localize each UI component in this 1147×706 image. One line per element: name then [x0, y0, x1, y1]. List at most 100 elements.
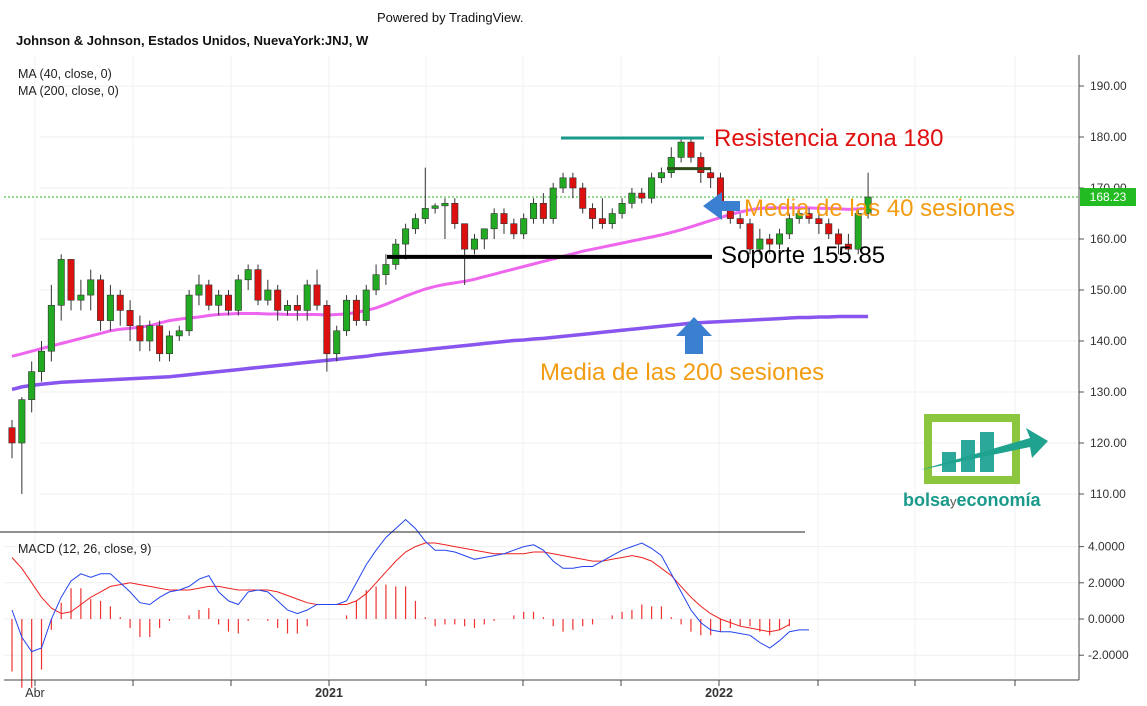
candle-body	[470, 238, 478, 250]
candle-body	[77, 294, 85, 301]
candle-body	[343, 299, 351, 332]
candle-body	[598, 218, 606, 225]
candle-body	[224, 294, 232, 311]
candle-body	[835, 233, 843, 245]
price-tick-label: 110.00	[1090, 487, 1126, 501]
resistance-label: Resistencia zona 180	[714, 125, 943, 152]
candle-body	[195, 284, 203, 296]
candle-body	[766, 238, 774, 245]
price-tick-label: 130.00	[1090, 385, 1127, 399]
price-tick-label: 180.00	[1090, 130, 1127, 144]
arrow-left-icon	[703, 192, 740, 220]
moving-averages	[11, 206, 869, 392]
candle-body	[421, 208, 429, 219]
macd-tick-label: 4.0000	[1088, 540, 1125, 554]
price-tick-label: 140.00	[1090, 334, 1127, 348]
candle-body	[362, 289, 370, 321]
candle-body	[510, 223, 518, 235]
macd-signal-line	[11, 542, 790, 633]
candle-body	[8, 427, 16, 444]
logo-bar	[961, 440, 975, 472]
candle-body	[116, 294, 124, 311]
candle-body	[461, 223, 469, 250]
chart-grid	[4, 55, 1078, 678]
candle-body	[372, 274, 380, 291]
candle-body	[284, 304, 292, 311]
time-tick-label: 2022	[705, 686, 733, 700]
candle-body	[638, 192, 646, 199]
candle-body	[736, 218, 744, 225]
candle-body	[530, 203, 538, 219]
candle-body	[244, 269, 252, 281]
candle-body	[648, 177, 656, 199]
ma40-legend: MA (40, close, 0)	[18, 67, 112, 81]
candle-body	[254, 269, 262, 301]
candle-body	[539, 203, 547, 219]
price-tick-label: 120.00	[1090, 436, 1127, 450]
ma200-legend: MA (200, close, 0)	[18, 84, 119, 98]
candle-body	[106, 294, 114, 321]
candle-body	[677, 141, 685, 158]
candle-body	[854, 213, 862, 250]
candle-body	[38, 350, 46, 372]
candle-body	[352, 299, 360, 321]
candle-body	[500, 213, 508, 224]
candle-body	[136, 325, 144, 342]
candle-body	[234, 279, 242, 311]
candle-body	[18, 399, 26, 444]
chart-title: Johnson & Johnson, Estados Unidos, Nueva…	[16, 33, 369, 48]
candle-body	[313, 284, 321, 306]
candle-body	[441, 203, 449, 207]
macd-tick-label: -2.0000	[1088, 648, 1129, 662]
candle-body	[411, 218, 419, 230]
candle-body	[549, 187, 557, 219]
candle-body	[28, 371, 36, 400]
candle-body	[569, 177, 577, 189]
bolsa-economia-logo: bolsayeconomía	[903, 414, 1048, 510]
candle-body	[451, 203, 459, 225]
candle-body	[402, 228, 410, 245]
powered-by-label: Powered by TradingView.	[377, 10, 523, 25]
logo-wordmark: bolsayeconomía	[903, 490, 1042, 510]
macd-tick-label: 2.0000	[1088, 576, 1125, 590]
ma40-note-label: Media de las 40 sesiones	[744, 195, 1015, 222]
candle-body	[146, 325, 154, 342]
time-tick-label: 2021	[315, 686, 343, 700]
candle-body	[795, 213, 803, 219]
candle-body	[589, 208, 597, 219]
candle-body	[667, 157, 675, 173]
candle-body	[156, 325, 164, 355]
axes: 110.00120.00130.00140.00150.00160.00170.…	[0, 55, 1136, 700]
last-price-label: 168.23	[1090, 190, 1127, 204]
candle-body	[165, 335, 173, 355]
candle-body	[185, 294, 193, 332]
candle-body	[67, 259, 75, 301]
last-price-tag	[1080, 188, 1136, 207]
macd-tick-label: 0.0000	[1088, 612, 1125, 626]
candle-body	[559, 177, 567, 189]
macd-line	[11, 518, 809, 653]
candle-body	[431, 205, 439, 209]
annotations: Resistencia zona 180 Soporte 155.85 Media …	[387, 125, 1015, 386]
price-tick-label: 160.00	[1090, 232, 1127, 246]
candle-body	[785, 218, 793, 235]
candle-body	[323, 304, 331, 355]
candle-body	[57, 259, 65, 306]
candle-body	[608, 213, 616, 224]
macd-legend: MACD (12, 26, close, 9)	[18, 542, 151, 556]
candle-body	[215, 294, 223, 306]
candle-body	[126, 310, 134, 326]
ma40-line	[11, 206, 869, 358]
candle-body	[864, 196, 872, 214]
candle-body	[47, 304, 55, 352]
candle-body	[805, 213, 813, 219]
candle-body	[618, 203, 626, 214]
support-label: Soporte 155.85	[721, 242, 885, 269]
candle-body	[87, 279, 95, 296]
candle-body	[480, 228, 488, 240]
candle-body	[579, 187, 587, 209]
candle-body	[657, 172, 665, 179]
candle-body	[97, 279, 105, 321]
time-tick-label: Abr	[25, 686, 44, 700]
